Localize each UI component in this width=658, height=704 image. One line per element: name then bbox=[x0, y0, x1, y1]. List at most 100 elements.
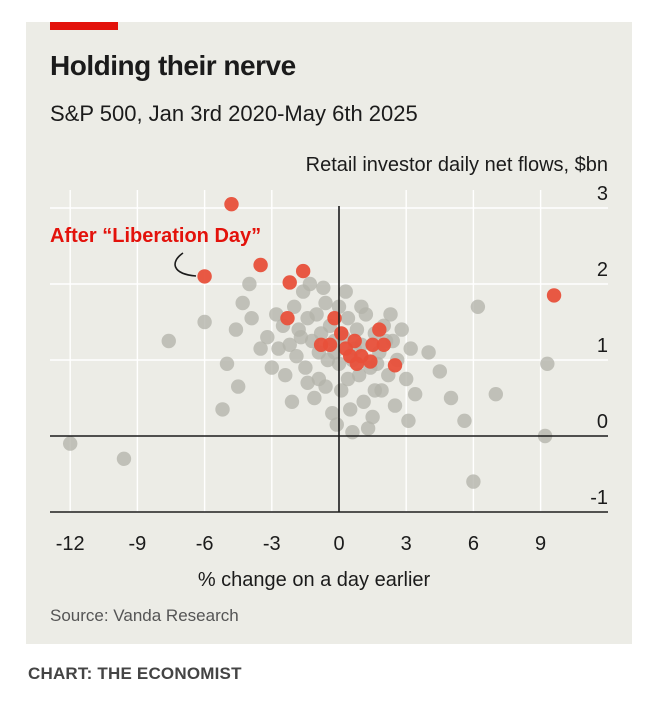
scatter-point bbox=[443, 390, 459, 406]
scatter-point bbox=[340, 311, 356, 326]
scatter-point bbox=[343, 402, 358, 417]
scatter-point bbox=[403, 341, 418, 356]
x-tick-label: 3 bbox=[401, 533, 412, 555]
scatter-point-liberation-day bbox=[295, 263, 311, 279]
scatter-point-liberation-day bbox=[387, 358, 403, 373]
scatter-point bbox=[466, 474, 481, 489]
scatter-point bbox=[62, 436, 78, 451]
scatter-point bbox=[298, 360, 313, 375]
x-tick-label: -6 bbox=[196, 533, 214, 555]
y-tick-label: -1 bbox=[590, 487, 608, 509]
scatter-point bbox=[349, 322, 365, 337]
scatter-point bbox=[282, 337, 297, 352]
scatter-point bbox=[325, 406, 340, 421]
scatter-point bbox=[307, 390, 322, 406]
scatter-point bbox=[356, 394, 371, 409]
scatter-point bbox=[329, 417, 344, 432]
scatter-point bbox=[351, 368, 367, 383]
scatter-point bbox=[309, 307, 324, 322]
scatter-point bbox=[242, 276, 257, 292]
scatter-point-liberation-day bbox=[327, 311, 342, 326]
y-tick-label: 0 bbox=[597, 411, 608, 433]
chart-subtitle: S&P 500, Jan 3rd 2020-May 6th 2025 bbox=[50, 101, 418, 126]
scatter-point bbox=[316, 280, 331, 295]
scatter-point bbox=[354, 299, 369, 314]
scatter-point bbox=[231, 379, 246, 394]
scatter-point-liberation-day bbox=[253, 257, 268, 273]
scatter-point bbox=[300, 375, 315, 390]
scatter-point bbox=[253, 341, 268, 356]
scatter-point-liberation-day bbox=[372, 322, 387, 337]
scatter-point-liberation-day bbox=[280, 311, 295, 326]
scatter-point bbox=[421, 345, 436, 360]
x-axis-label: % change on a day earlier bbox=[198, 569, 431, 591]
scatter-point bbox=[287, 299, 302, 314]
chart-panel bbox=[26, 22, 632, 644]
scatter-point bbox=[488, 387, 503, 402]
chart-title: Holding their nerve bbox=[50, 50, 296, 81]
scatter-point bbox=[215, 402, 230, 417]
scatter-point bbox=[345, 425, 360, 440]
x-tick-label: -3 bbox=[263, 533, 281, 555]
scatter-point bbox=[116, 451, 132, 466]
scatter-point bbox=[470, 299, 486, 314]
chart-credit: CHART: THE ECONOMIST bbox=[28, 664, 242, 683]
scatter-point bbox=[271, 341, 286, 356]
scatter-point-liberation-day bbox=[546, 288, 562, 303]
scatter-point-liberation-day bbox=[322, 337, 338, 352]
scatter-point bbox=[293, 330, 309, 345]
scatter-point-liberation-day bbox=[376, 337, 391, 352]
axes-layer: -12 -9 -6 -3 0 3 6 9 -1 0 1 2 3 bbox=[50, 183, 608, 555]
y-tick-label: 3 bbox=[597, 183, 608, 205]
scatter-point bbox=[289, 349, 304, 364]
scatter-point bbox=[228, 322, 244, 337]
scatter-point bbox=[284, 394, 300, 409]
scatter-point-liberation-day bbox=[282, 275, 297, 290]
scatter-point-liberation-day bbox=[347, 333, 362, 349]
points-layer bbox=[62, 197, 562, 489]
scatter-point bbox=[197, 314, 212, 330]
annotation-leader-line bbox=[174, 252, 197, 277]
scatter-point bbox=[264, 360, 279, 375]
scatter-point bbox=[432, 364, 447, 379]
scatter-point-liberation-day bbox=[224, 197, 239, 212]
x-tick-label: 6 bbox=[468, 533, 479, 555]
scatter-point-liberation-day bbox=[334, 326, 349, 341]
scatter-point bbox=[340, 371, 356, 387]
scatter-point bbox=[383, 307, 398, 322]
x-tick-label: 9 bbox=[535, 533, 546, 555]
y-tick-label: 2 bbox=[597, 259, 608, 281]
scatter-point bbox=[235, 295, 250, 311]
scatter-point bbox=[360, 421, 376, 436]
source-note: Source: Vanda Research bbox=[50, 606, 239, 625]
y-axis-label: Retail investor daily net flows, $bn bbox=[306, 154, 608, 176]
scatter-point bbox=[338, 284, 353, 299]
scatter-point bbox=[161, 333, 176, 349]
scatter-point bbox=[244, 311, 259, 326]
scatter-point bbox=[365, 409, 380, 425]
scatter-point bbox=[401, 413, 416, 428]
scatter-point bbox=[540, 356, 555, 371]
scatter-point bbox=[334, 383, 349, 398]
annotation-liberation-day: After “Liberation Day” bbox=[50, 225, 261, 247]
scatter-point bbox=[457, 413, 472, 428]
x-tick-label: -9 bbox=[129, 533, 147, 555]
scatter-point bbox=[260, 330, 275, 345]
y-tick-label: 1 bbox=[597, 335, 608, 357]
scatter-point bbox=[219, 356, 235, 371]
scatter-point bbox=[318, 379, 333, 394]
scatter-point bbox=[318, 295, 333, 311]
x-tick-label: -12 bbox=[56, 533, 85, 555]
scatter-point bbox=[399, 371, 414, 387]
scatter-point bbox=[394, 322, 409, 337]
x-tick-label: 0 bbox=[333, 533, 344, 555]
scatter-point bbox=[302, 276, 318, 292]
scatter-point-liberation-day bbox=[365, 337, 380, 352]
scatter-point bbox=[278, 368, 293, 383]
scatter-point bbox=[387, 398, 403, 413]
scatter-point bbox=[407, 387, 423, 402]
scatter-point bbox=[367, 383, 383, 398]
brand-red-bar bbox=[50, 22, 118, 30]
scatter-point-liberation-day bbox=[363, 354, 378, 369]
